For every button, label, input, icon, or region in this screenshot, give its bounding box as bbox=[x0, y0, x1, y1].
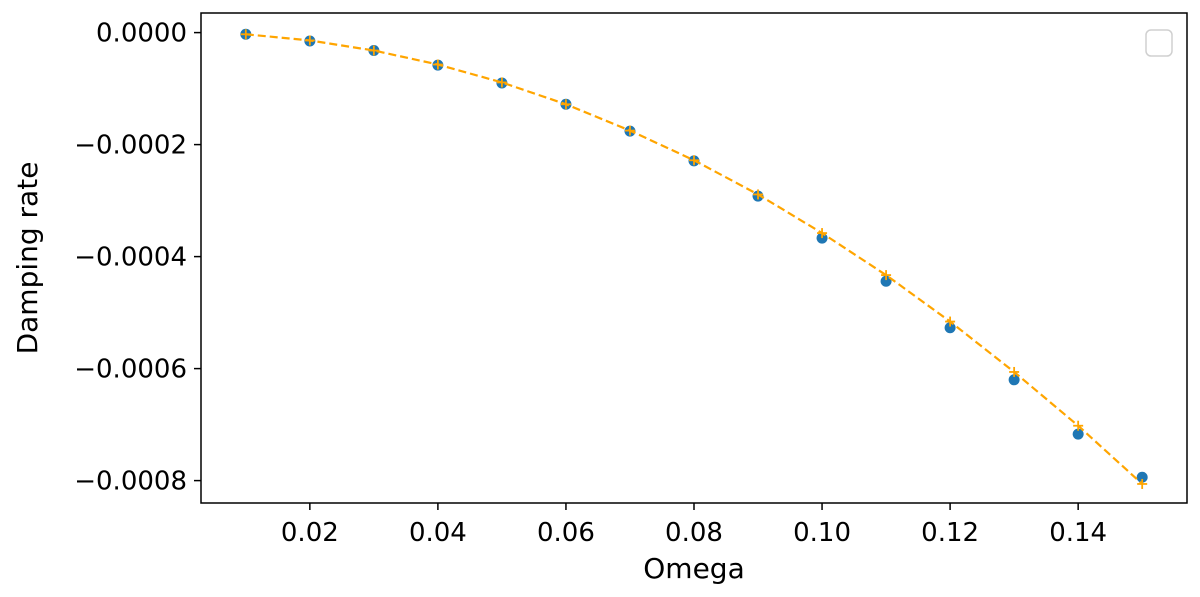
x-axis-label: Omega bbox=[643, 552, 744, 585]
y-tick-label: −0.0006 bbox=[74, 355, 187, 385]
data-point-plus bbox=[1137, 478, 1148, 489]
series-2 bbox=[240, 29, 1148, 489]
data-point-plus bbox=[304, 35, 315, 46]
y-axis-ticks: 0.0000 −0.0002 −0.0004 −0.0006 −0.0008 bbox=[74, 19, 201, 497]
series-2-line bbox=[245, 33, 1143, 485]
y-tick-label: 0.0000 bbox=[96, 19, 187, 49]
data-point-plus bbox=[945, 316, 956, 327]
y-axis-label: Damping rate bbox=[11, 162, 44, 355]
x-tick-label: 0.10 bbox=[793, 518, 851, 548]
y-tick-label: −0.0004 bbox=[74, 243, 187, 273]
data-point-plus bbox=[496, 77, 507, 88]
data-point bbox=[880, 275, 892, 287]
data-point-plus bbox=[624, 125, 635, 136]
x-tick-label: 0.06 bbox=[537, 518, 595, 548]
y-tick-label: −0.0002 bbox=[74, 131, 187, 161]
data-point-plus bbox=[817, 228, 828, 239]
x-tick-label: 0.12 bbox=[921, 518, 979, 548]
legend-box bbox=[1145, 29, 1173, 57]
y-tick-label: −0.0008 bbox=[74, 467, 187, 497]
x-tick-label: 0.04 bbox=[409, 518, 467, 548]
x-tick-label: 0.08 bbox=[665, 518, 723, 548]
data-point-plus bbox=[560, 99, 571, 110]
x-tick-label: 0.02 bbox=[281, 518, 339, 548]
data-point-plus bbox=[881, 270, 892, 281]
data-point bbox=[1008, 374, 1020, 386]
data-point bbox=[1072, 428, 1084, 440]
x-axis-ticks: 0.02 0.04 0.06 0.08 0.10 0.12 0.14 bbox=[281, 503, 1107, 548]
data-point-plus bbox=[689, 155, 699, 166]
data-point-plus bbox=[432, 59, 443, 70]
data-point-plus bbox=[1073, 420, 1084, 431]
data-point bbox=[1136, 471, 1148, 483]
chart-series bbox=[240, 28, 1148, 489]
x-tick-label: 0.14 bbox=[1049, 518, 1107, 548]
plot-area-frame bbox=[200, 12, 1188, 504]
data-point-plus bbox=[1009, 366, 1020, 377]
series-1 bbox=[240, 28, 1148, 483]
data-point-plus bbox=[368, 45, 379, 56]
data-point-plus bbox=[240, 29, 251, 40]
data-point-plus bbox=[753, 189, 764, 200]
